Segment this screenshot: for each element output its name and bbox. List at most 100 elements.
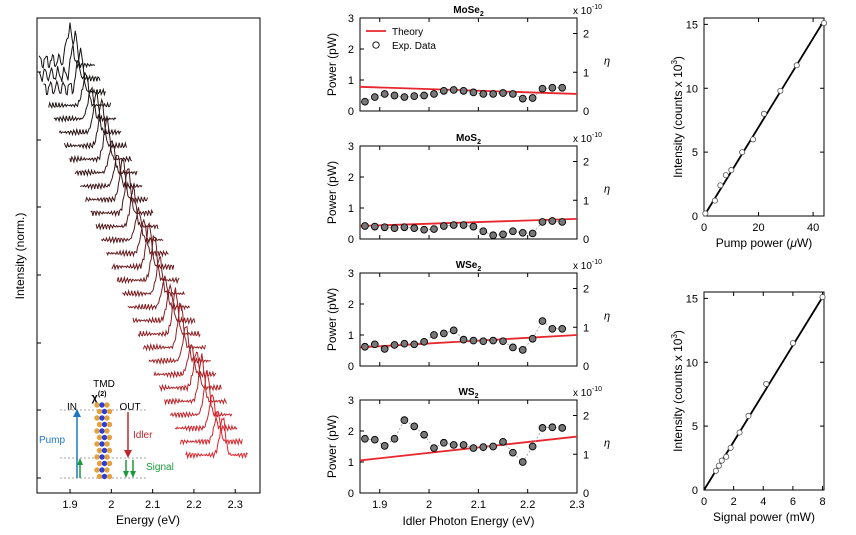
exp-data-point: [518, 458, 527, 466]
y2-exponent: x 10-10: [573, 386, 602, 399]
legend-exp-swatch: [372, 41, 380, 49]
atom: [106, 408, 113, 415]
spectrum-trace: [185, 416, 248, 460]
material-panels: MoSe2 0 1 2 3 0 1 2 x 10-10 η Power (pW) Theory Exp.…: [325, 4, 610, 528]
exp-data-point: [469, 444, 478, 452]
exp-data-point: [538, 218, 547, 226]
axes-box: [359, 272, 578, 367]
exp-data-point: [430, 444, 438, 452]
spectrum-trace: [38, 22, 96, 70]
exp-data-point: [400, 416, 409, 425]
exp-data-point: [430, 90, 438, 98]
y-axis-label: Power (pW): [325, 288, 339, 351]
atom: [96, 473, 103, 480]
exp-data-point: [361, 342, 369, 351]
y-tick-label: 0: [692, 485, 698, 497]
exp-data-point: [410, 92, 419, 100]
x-tick-label: 0: [701, 222, 707, 234]
data-point: [761, 110, 768, 117]
waterfall-x-tick-label: 2.1: [145, 499, 160, 511]
exp-data-point: [410, 224, 419, 233]
y2-tick-label: 0: [583, 361, 589, 373]
waterfall-traces: [38, 22, 248, 460]
y-tick-label: 0: [348, 106, 354, 118]
y2-exponent: x 10-10: [573, 4, 602, 17]
y-tick-label: 0: [348, 361, 354, 373]
exp-data-point: [400, 93, 409, 101]
exp-data-point: [499, 337, 507, 346]
exp-data-point: [509, 343, 517, 352]
x-tick-label: 40: [807, 222, 819, 234]
exp-data-point: [400, 339, 409, 348]
exp-data-point: [420, 225, 428, 234]
data-point: [717, 182, 724, 189]
waterfall-panel: 1.9 2 2.1 2.2 2.3 Energy (eV) Intensity (nor…: [13, 17, 261, 527]
waterfall-x-label: Energy (eV): [116, 513, 180, 527]
exp-data-point: [459, 335, 468, 344]
legend-theory-label: Theory: [392, 27, 423, 38]
exp-data-point: [410, 422, 419, 431]
exp-data-point: [390, 341, 399, 349]
atom: [104, 454, 110, 460]
atom: [99, 402, 105, 408]
spectrum-trace: [111, 221, 175, 272]
atom: [106, 421, 113, 428]
exp-data-point: [400, 223, 409, 232]
exp-data-point: [548, 217, 557, 225]
exp-data-point: [459, 86, 468, 95]
panel-MoS2: MoS2 0 1 2 3 0 1 2 x 10-10 η Power (pW): [325, 132, 610, 246]
atom: [101, 473, 108, 480]
x-tick-label: 2.1: [471, 499, 486, 511]
signal-label: Signal: [146, 462, 174, 473]
exp-data-point: [410, 340, 419, 349]
spectrum-trace: [53, 86, 117, 123]
y2-tick-label: 1: [583, 449, 589, 461]
exp-data-point: [380, 90, 389, 98]
x-tick-label: 2.2: [520, 499, 535, 511]
waterfall-x-tick-label: 1.9: [62, 499, 77, 511]
y-axis-label: Power (pW): [325, 415, 339, 478]
exp-data-point: [449, 441, 458, 449]
spectrum-trace: [85, 157, 148, 205]
x-axis-label: Signal power (mW): [713, 510, 815, 524]
exp-data-point: [380, 345, 389, 353]
exp-data-point: [469, 88, 478, 97]
data-point: [763, 380, 770, 387]
exp-data-point: [489, 231, 498, 240]
panel-WS2: WS2 0 1 2 3 0 1 2 x 10-10 η Power (pW) 1.9 2 2.1 2.2 2.…: [325, 386, 610, 528]
spectrum-trace: [116, 234, 180, 285]
atom: [99, 467, 105, 473]
y2-axis-label: η: [604, 56, 610, 68]
atom: [104, 467, 110, 473]
exp-data-point: [518, 346, 527, 354]
inset-out-label: OUT: [119, 402, 140, 413]
data-point: [718, 457, 725, 464]
y2-tick-label: 2: [583, 29, 589, 41]
exp-data-point: [499, 230, 507, 239]
exp-data-point: [509, 448, 517, 457]
waterfall-axes-box: [36, 17, 261, 494]
waterfall-x-tick-label: 2.3: [228, 499, 243, 511]
data-point: [789, 340, 796, 347]
y-tick-label: 2: [348, 426, 354, 438]
atom: [94, 441, 100, 447]
exp-data-point: [459, 221, 468, 229]
exp-data-point: [558, 83, 567, 92]
exp-data-point: [548, 324, 557, 333]
spectrum-trace: [64, 97, 127, 150]
exp-data-point: [528, 442, 537, 451]
y2-tick-label: 0: [583, 234, 589, 246]
data-point: [745, 412, 752, 419]
data-point: [793, 62, 800, 69]
spectrum-trace: [43, 47, 106, 97]
exp-data-point: [518, 94, 527, 103]
exp-data-point: [449, 86, 458, 94]
exp-data-point: [518, 228, 527, 237]
panel-title: WSe2: [456, 260, 482, 273]
panel-WSe2: WSe2 0 1 2 3 0 1 2 x 10-10 η Power (pW): [325, 259, 610, 373]
y2-tick-label: 2: [583, 411, 589, 423]
exp-data-point: [499, 89, 507, 97]
exp-data-point: [558, 424, 567, 432]
